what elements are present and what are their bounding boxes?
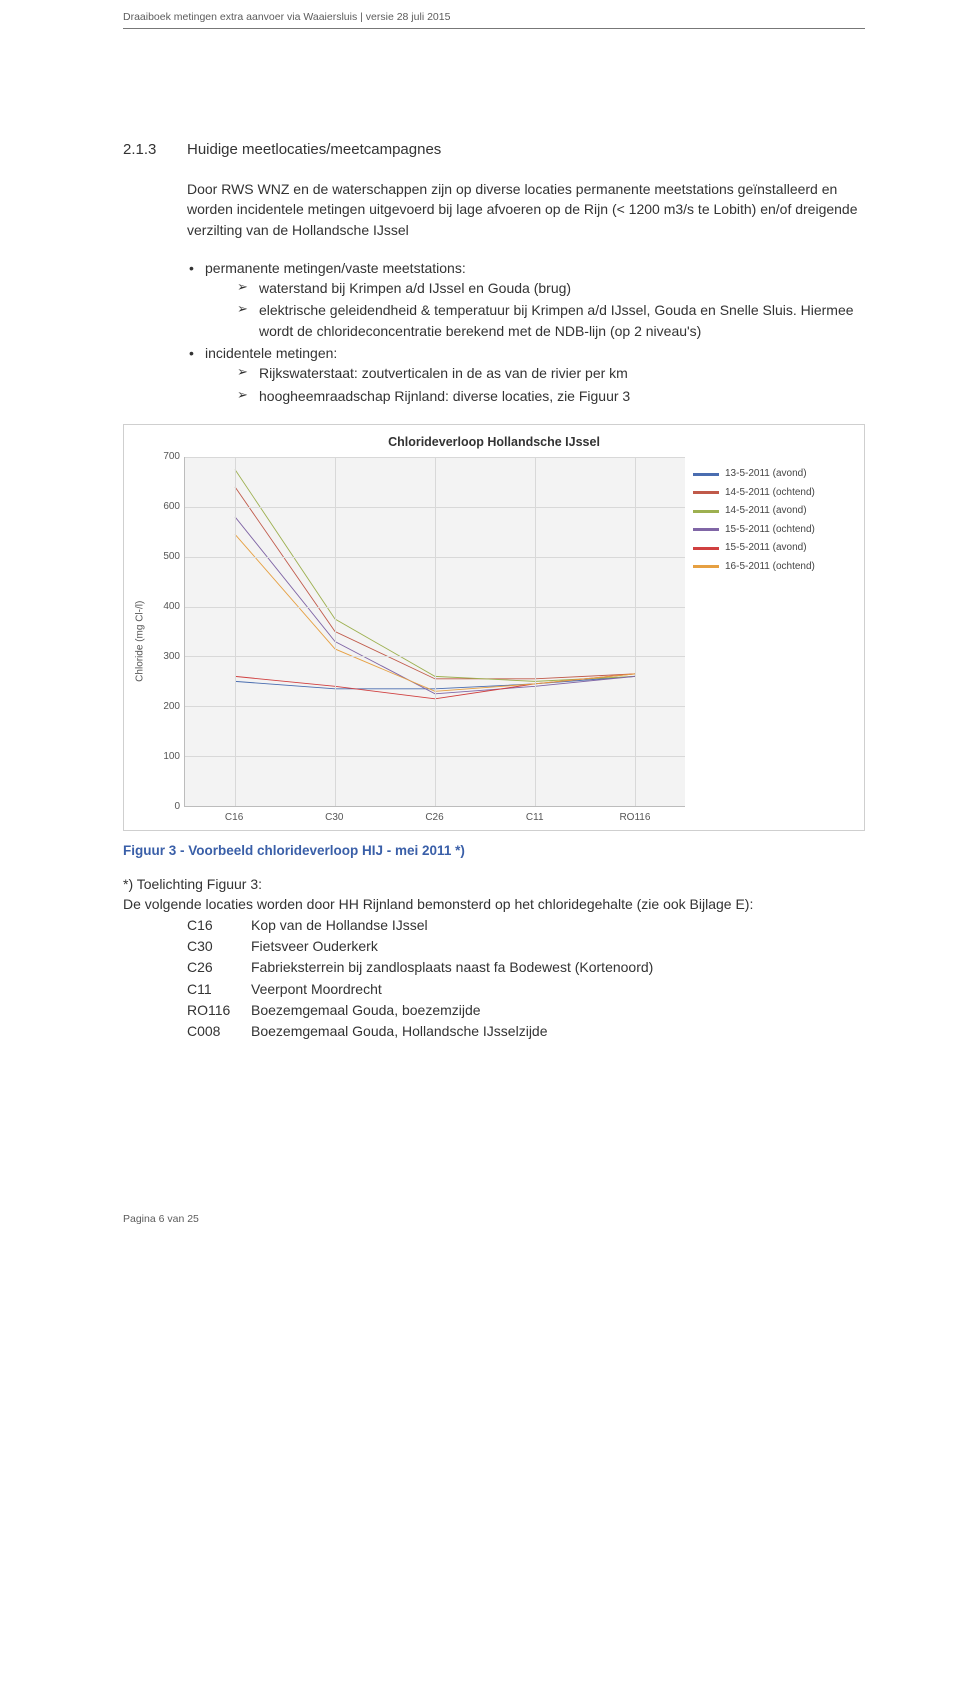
legend-swatch xyxy=(693,528,719,531)
code-row: C26Fabrieksterrein bij zandlosplaats naa… xyxy=(187,957,865,977)
legend-item: 15-5-2011 (avond) xyxy=(693,541,858,556)
legend-swatch xyxy=(693,565,719,568)
legend-item: 14-5-2011 (ochtend) xyxy=(693,486,858,501)
code-key: C26 xyxy=(187,957,251,977)
section-title: Huidige meetlocaties/meetcampagnes xyxy=(187,139,441,161)
legend-item: 13-5-2011 (avond) xyxy=(693,467,858,482)
chart-xaxis: C16C30C26C11RO116 xyxy=(184,807,685,826)
code-row: RO116Boezemgemaal Gouda, boezemzijde xyxy=(187,1000,865,1020)
chart-xtick: C26 xyxy=(384,811,484,826)
code-value: Fietsveer Ouderkerk xyxy=(251,936,378,956)
code-value: Boezemgemaal Gouda, boezemzijde xyxy=(251,1000,481,1020)
chart-ytick: 300 xyxy=(163,650,180,665)
legend-label: 14-5-2011 (ochtend) xyxy=(725,486,815,501)
legend-label: 15-5-2011 (avond) xyxy=(725,541,807,556)
intro-paragraph: Door RWS WNZ en de waterschappen zijn op… xyxy=(187,179,865,240)
toelichting-block: *) Toelichting Figuur 3: De volgende loc… xyxy=(123,874,865,1041)
chart-ytick: 400 xyxy=(163,600,180,615)
figure-caption: Figuur 3 - Voorbeeld chlorideverloop HIJ… xyxy=(123,841,865,861)
legend-item: 15-5-2011 (ochtend) xyxy=(693,523,858,538)
chart-ylabel: Chloride (mg Cl-/l) xyxy=(134,601,149,682)
chart-ytick: 700 xyxy=(163,450,180,465)
chart-xtick: RO116 xyxy=(585,811,685,826)
chart-ytick: 500 xyxy=(163,550,180,565)
code-key: C008 xyxy=(187,1021,251,1041)
code-value: Kop van de Hollandse IJssel xyxy=(251,915,428,935)
document-header: Draaiboek metingen extra aanvoer via Waa… xyxy=(123,10,865,29)
chart-yaxis: 0100200300400500600700 xyxy=(152,457,184,807)
legend-swatch xyxy=(693,491,719,494)
list-item: incidentele metingen: Rijkswaterstaat: z… xyxy=(187,343,865,406)
code-value: Veerpont Moordrecht xyxy=(251,979,382,999)
legend-label: 14-5-2011 (avond) xyxy=(725,504,807,519)
chart-ytick: 600 xyxy=(163,500,180,515)
code-key: C11 xyxy=(187,979,251,999)
code-key: RO116 xyxy=(187,1000,251,1020)
legend-swatch xyxy=(693,473,719,476)
list-item: Rijkswaterstaat: zoutverticalen in de as… xyxy=(237,363,865,383)
chart-xtick: C30 xyxy=(284,811,384,826)
list-item: hoogheemraadschap Rijnland: diverse loca… xyxy=(237,386,865,406)
chart-ytick: 100 xyxy=(163,750,180,765)
bullet-list: permanente metingen/vaste meetstations: … xyxy=(187,258,865,406)
chart-grid xyxy=(184,457,685,807)
chart-legend: 13-5-2011 (avond) 14-5-2011 (ochtend) 14-5… xyxy=(693,457,858,826)
list-item: waterstand bij Krimpen a/d IJssel en Gou… xyxy=(237,278,865,298)
chart-xtick: C16 xyxy=(184,811,284,826)
chloride-chart: Chlorideverloop Hollandsche IJssel Chlor… xyxy=(123,424,865,831)
legend-swatch xyxy=(693,510,719,513)
code-value: Boezemgemaal Gouda, Hollandsche IJsselzi… xyxy=(251,1021,548,1041)
code-key: C16 xyxy=(187,915,251,935)
code-row: C11Veerpont Moordrecht xyxy=(187,979,865,999)
list-item: permanente metingen/vaste meetstations: … xyxy=(187,258,865,341)
code-row: C30Fietsveer Ouderkerk xyxy=(187,936,865,956)
section-heading: 2.1.3 Huidige meetlocaties/meetcampagnes xyxy=(123,139,865,161)
chart-ytick: 0 xyxy=(174,800,180,815)
code-key: C30 xyxy=(187,936,251,956)
chart-ytick: 200 xyxy=(163,700,180,715)
legend-item: 14-5-2011 (avond) xyxy=(693,504,858,519)
chart-xtick: C11 xyxy=(485,811,585,826)
legend-item: 16-5-2011 (ochtend) xyxy=(693,560,858,575)
legend-label: 15-5-2011 (ochtend) xyxy=(725,523,815,538)
legend-label: 13-5-2011 (avond) xyxy=(725,467,807,482)
code-row: C008Boezemgemaal Gouda, Hollandsche IJss… xyxy=(187,1021,865,1041)
page-footer: Pagina 6 van 25 xyxy=(123,1212,865,1227)
section-number: 2.1.3 xyxy=(123,139,187,161)
legend-label: 16-5-2011 (ochtend) xyxy=(725,560,815,575)
chart-title: Chlorideverloop Hollandsche IJssel xyxy=(130,433,858,451)
list-item: elektrische geleidendheid & temperatuur … xyxy=(237,300,865,341)
legend-swatch xyxy=(693,547,719,550)
code-value: Fabrieksterrein bij zandlosplaats naast … xyxy=(251,957,653,977)
code-row: C16Kop van de Hollandse IJssel xyxy=(187,915,865,935)
